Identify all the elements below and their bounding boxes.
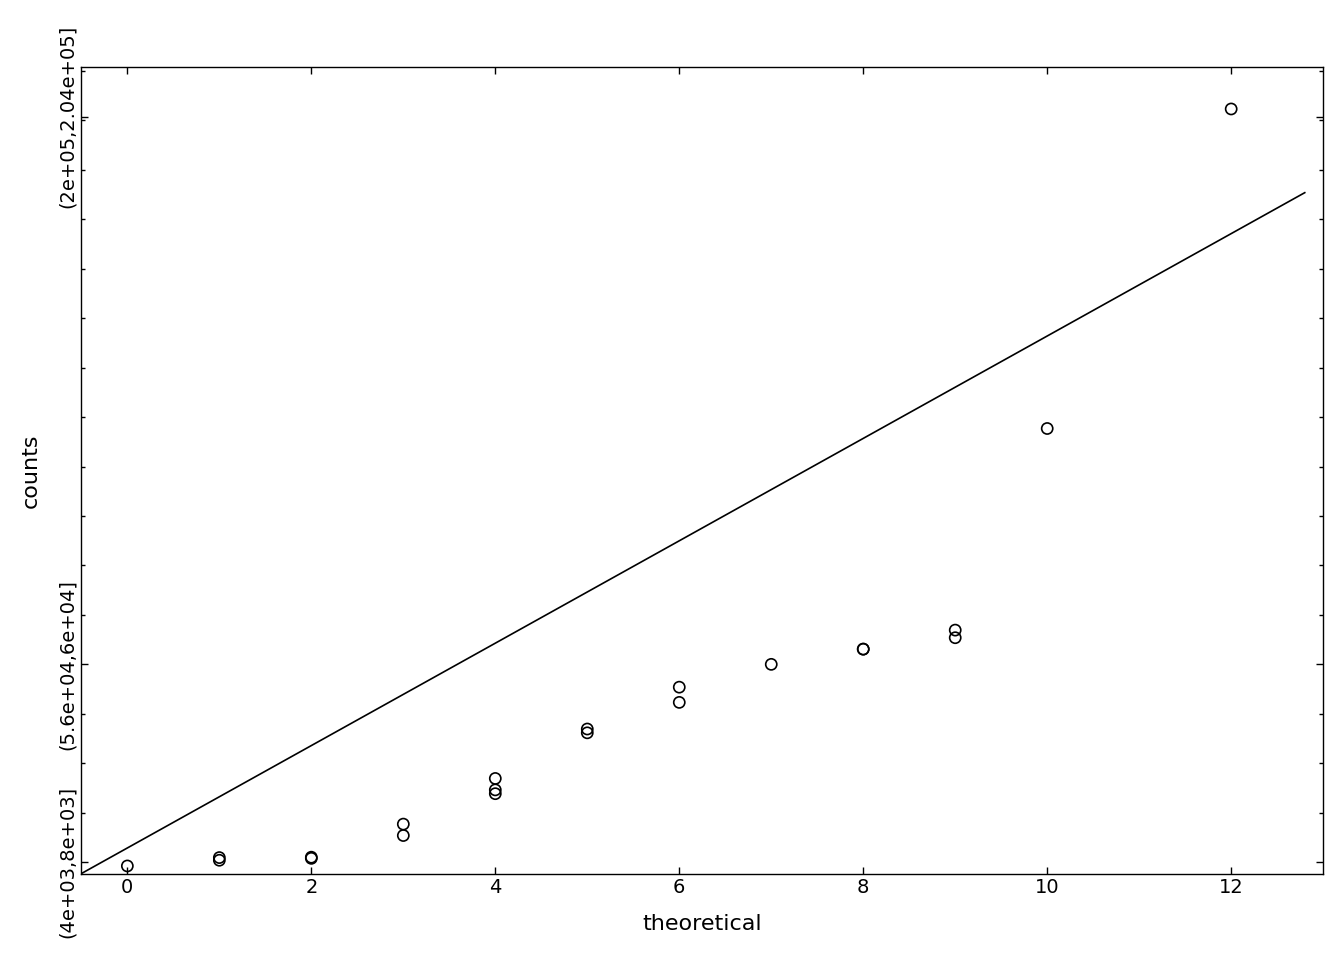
Point [1036,420,1058,436]
Point [485,771,507,786]
Point [392,828,414,843]
Point [117,858,138,874]
Point [301,851,323,866]
Y-axis label: counts: counts [22,433,40,508]
Point [668,695,689,710]
Point [945,630,966,645]
Point [852,641,874,657]
Point [1220,102,1242,117]
Point [577,725,598,740]
Point [208,850,230,865]
Point [485,786,507,802]
Point [392,816,414,831]
Point [945,622,966,637]
X-axis label: theoretical: theoretical [642,914,762,934]
Point [208,852,230,868]
Point [761,657,782,672]
Point [668,680,689,695]
Point [301,850,323,865]
Point [852,641,874,657]
Point [577,721,598,736]
Point [485,782,507,798]
